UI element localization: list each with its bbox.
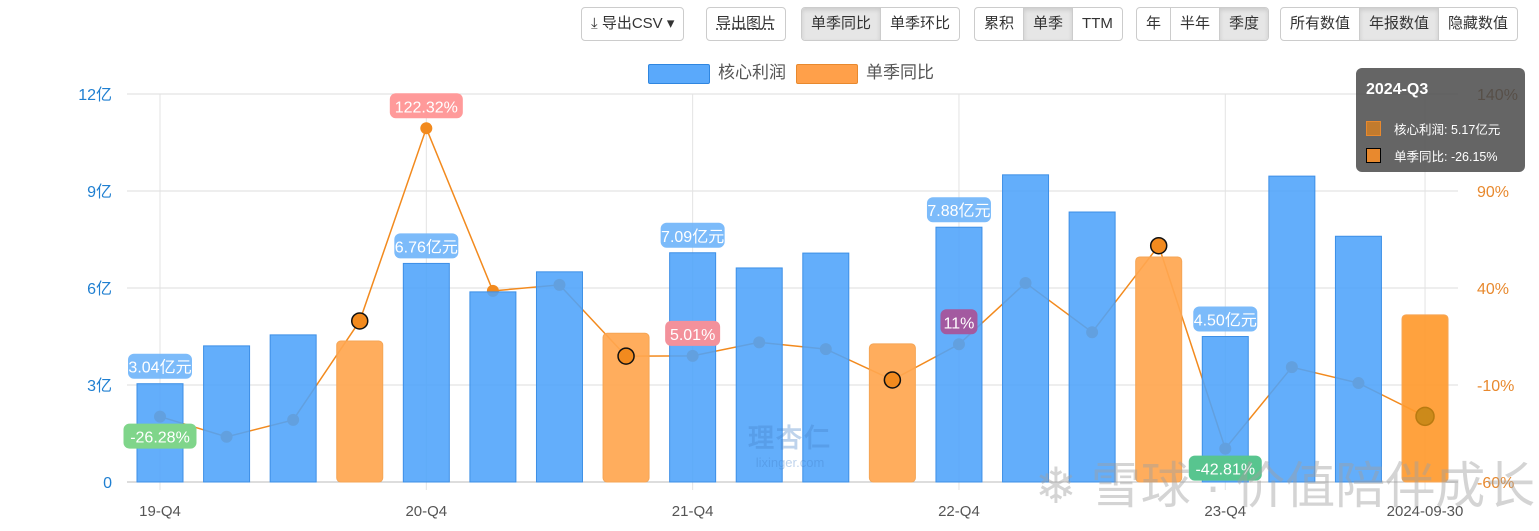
yoy-point (753, 336, 766, 349)
tab-cumulative[interactable]: 累积 (984, 15, 1015, 32)
tab-annual-values[interactable]: 年报数值 (1359, 8, 1439, 40)
yoy-point (486, 284, 499, 297)
yoy-point (819, 343, 832, 356)
values-toggle-group: 所有数值 年报数值 隐藏数值 (1280, 7, 1519, 41)
bar-data-label: 6.76亿元 (395, 238, 458, 256)
bar-core-profit (1268, 175, 1316, 483)
bar-core-profit (669, 252, 717, 483)
bar-data-label-bg (660, 222, 725, 248)
x-tick-label: 22-Q4 (938, 503, 980, 520)
bar-data-label-bg (128, 353, 192, 379)
tab-ttm[interactable]: TTM (1072, 8, 1122, 40)
yoy-point (1352, 377, 1365, 390)
y-right-tick-label: 40% (1477, 281, 1509, 298)
bar-data-label: 4.50亿元 (1194, 312, 1257, 330)
line-data-label-bg (389, 93, 463, 119)
frequency-toggle-group: 年 半年 季度 (1136, 7, 1270, 41)
swatch-yoy-icon (1366, 148, 1381, 163)
yoy-point (154, 410, 166, 423)
yoy-point (420, 122, 433, 135)
snowball-logo-icon: ❄ (1035, 458, 1077, 514)
y-left-tick-label: 12亿 (78, 86, 112, 104)
bar-core-profit (1068, 211, 1116, 483)
bar-core-profit (136, 383, 184, 483)
line-data-label: 5.01% (670, 327, 715, 344)
bar-core-profit (336, 340, 384, 483)
bar-data-label: 7.09亿元 (661, 228, 724, 246)
line-data-label-bg (665, 320, 721, 346)
tab-half-year[interactable]: 半年 (1170, 8, 1219, 40)
yoy-point (220, 430, 233, 443)
period-toggle-group: 累积 单季 TTM (974, 7, 1123, 41)
tab-single-quarter[interactable]: 单季 (1023, 8, 1073, 40)
download-icon: ⤓ (591, 15, 598, 32)
yoy-point (287, 413, 300, 426)
tooltip: 2024-Q3 核心利润: 5.17亿元 单季同比: -26.15% (1356, 68, 1525, 172)
yoy-point-highlight (350, 312, 369, 330)
bar-core-profit (402, 262, 450, 483)
legend-item-core-profit[interactable]: 核心利润 (648, 58, 786, 84)
bar-data-label: 3.04亿元 (128, 359, 191, 377)
yoy-point (686, 349, 699, 362)
yoy-point (1019, 276, 1032, 289)
tab-all-values[interactable]: 所有数值 (1290, 15, 1351, 32)
y-right-tick-label: 90% (1477, 184, 1509, 201)
xueqiu-watermark: ❄ 雪球 · 价值陪伴成长 (1035, 458, 1536, 514)
y-left-tick-label: 6亿 (87, 280, 112, 298)
x-tick-label: 21-Q4 (672, 503, 714, 520)
bar-data-label-bg (1193, 306, 1258, 332)
y-left-tick-label: 9亿 (87, 183, 112, 201)
bar-core-profit (469, 291, 517, 483)
yoy-toggle-group: 单季同比 单季环比 (801, 7, 961, 41)
export-csv-button[interactable]: ⤓ 导出CSV ▾ (581, 7, 685, 41)
yoy-point (952, 338, 965, 351)
yoy-line (159, 126, 1426, 451)
line-data-label-bg (123, 423, 197, 449)
chart-legend: 核心利润 单季同比 (648, 58, 934, 84)
bar-core-profit (269, 334, 317, 483)
x-tick-label: 19-Q4 (139, 503, 181, 520)
yoy-point (1086, 326, 1099, 339)
y-left-tick-label: 0 (103, 475, 112, 492)
tab-quarter-qoq[interactable]: 单季环比 (880, 8, 959, 40)
bar-core-profit (935, 226, 983, 483)
tab-hide-values[interactable]: 隐藏数值 (1438, 8, 1517, 40)
bar-core-profit (535, 271, 583, 483)
line-data-label: -26.28% (130, 430, 190, 447)
swatch-core-profit-icon (1366, 121, 1381, 136)
bar-data-label-bg (394, 233, 459, 259)
bar-core-profit (868, 343, 916, 483)
yoy-point-highlight (1415, 406, 1435, 427)
line-data-label-bg (940, 309, 978, 335)
yoy-point-highlight (1149, 236, 1168, 255)
line-data-label: 122.32% (395, 99, 458, 116)
bar-core-profit (1002, 174, 1050, 483)
lixinger-watermark: 理杏仁 lixinger.com (748, 423, 833, 470)
bar-core-profit (602, 332, 650, 483)
x-tick-label: 20-Q4 (405, 503, 447, 520)
bar-core-profit (203, 345, 251, 483)
line-data-label: 11% (944, 315, 975, 332)
legend-item-yoy[interactable]: 单季同比 (796, 58, 934, 84)
y-left-tick-label: 3亿 (87, 377, 112, 395)
tab-quarter[interactable]: 季度 (1219, 8, 1269, 40)
y-right-tick-label: -10% (1477, 378, 1514, 395)
export-image-button[interactable]: 导出图片 (706, 7, 787, 41)
yoy-point (553, 278, 566, 291)
bar-data-label-bg (926, 197, 991, 223)
yoy-point-highlight (617, 347, 635, 365)
yoy-point (1285, 361, 1298, 374)
tab-year[interactable]: 年 (1146, 15, 1162, 32)
tab-quarter-yoy[interactable]: 单季同比 (802, 8, 881, 40)
yoy-point-highlight (883, 371, 902, 389)
bar-data-label: 7.88亿元 (927, 202, 990, 220)
